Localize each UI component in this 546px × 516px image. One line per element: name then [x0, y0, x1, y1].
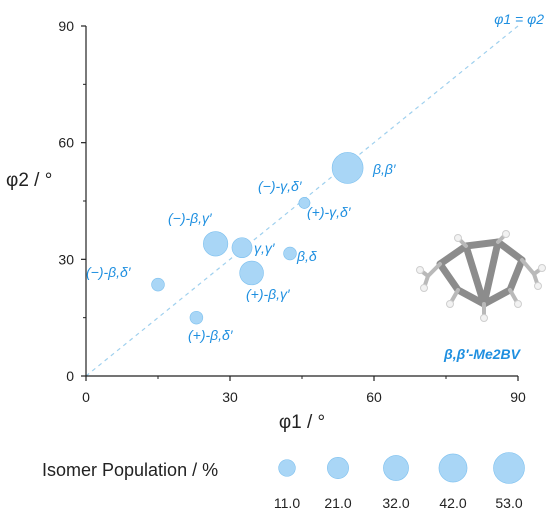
x-axis-label: φ1 / ° [279, 412, 325, 433]
diagonal-label: φ1 = φ2 [494, 11, 544, 27]
data-point [203, 231, 229, 257]
data-point-label: β,β′ [372, 161, 397, 177]
y-tick-label: 60 [58, 135, 74, 151]
data-point-label: (−)-γ,δ′ [258, 178, 303, 194]
y-tick-label: 90 [58, 18, 74, 34]
legend-bubble [327, 457, 349, 479]
legend-bubble [438, 453, 468, 483]
legend-title: Isomer Population / % [42, 460, 218, 480]
data-point-label: γ,γ′ [254, 240, 276, 256]
y-tick-label: 30 [58, 251, 74, 267]
molecule-structure-icon [416, 230, 546, 322]
x-tick-label: 0 [82, 389, 90, 405]
legend: Isomer Population / % 11.0 21.0 32.0 42.0 53… [42, 452, 525, 511]
legend-value-label: 11.0 [274, 495, 300, 511]
molecule-label: β,β′-Me2BV [443, 346, 522, 362]
data-point-label: (+)-β,γ′ [246, 286, 291, 302]
data-point [231, 237, 253, 259]
legend-value-label: 21.0 [324, 495, 351, 511]
plot-area: 0 30 60 90 0 30 60 90 β,β′ (−)-γ,δ′(+)-γ,δ′ (−)-β,… [58, 18, 526, 405]
data-point [331, 152, 364, 184]
data-point [189, 310, 204, 325]
legend-bubble [278, 459, 296, 477]
legend-bubble [383, 455, 409, 481]
data-point-label: (−)-β,δ′ [86, 264, 132, 280]
y-axis-label: φ2 / ° [6, 170, 52, 191]
data-point [298, 197, 311, 209]
data-point [151, 277, 165, 292]
legend-bubble [493, 452, 525, 484]
x-tick-label: 90 [510, 389, 526, 405]
legend-value-label: 53.0 [495, 495, 522, 511]
data-point-label: (−)-β,γ′ [168, 210, 213, 226]
x-tick-label: 30 [222, 389, 238, 405]
data-point [239, 260, 264, 286]
data-point-label: β,δ [296, 248, 317, 264]
data-point-label: (+)-β,δ′ [188, 327, 234, 343]
x-tick-label: 60 [366, 389, 382, 405]
legend-value-label: 42.0 [439, 495, 466, 511]
data-point-label: (+)-γ,δ′ [307, 204, 352, 220]
data-point [283, 246, 297, 261]
legend-value-label: 32.0 [382, 495, 409, 511]
y-tick-label: 0 [66, 368, 74, 384]
